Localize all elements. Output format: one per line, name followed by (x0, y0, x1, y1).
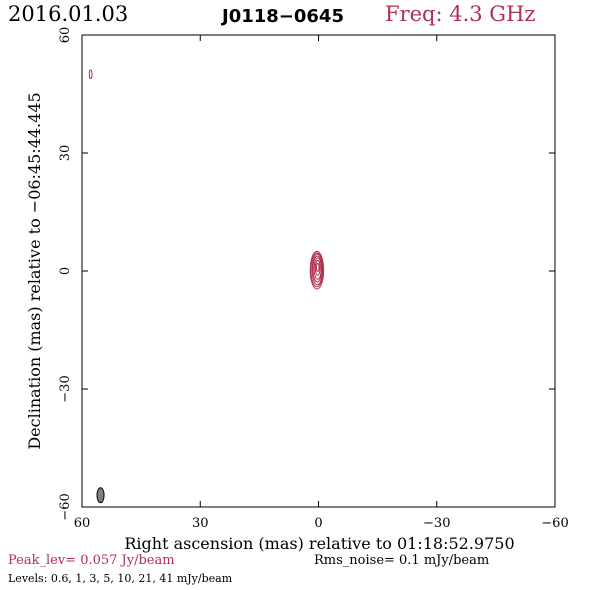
beam-layer (96, 487, 105, 504)
peak-level: Peak_lev= 0.057 Jy/beam (8, 553, 175, 568)
observation-date: 2016.01.03 (8, 2, 129, 26)
x-tick-label-1: 30 (192, 516, 209, 531)
y-tick-label-3: 30 (58, 145, 73, 162)
beam-ellipse (96, 487, 105, 504)
y-axis-title: Declination (mas) relative to −06:45:44.… (25, 92, 44, 449)
source-name: J0118−0645 (222, 6, 344, 27)
rms-noise: Rms_noise= 0.1 mJy/beam (314, 553, 490, 568)
contour-5 (314, 259, 321, 276)
x-tick-label-0: 60 (74, 516, 91, 531)
y-tick-label-4: 60 (58, 27, 73, 44)
contour-6 (315, 263, 320, 272)
contour-2 (311, 253, 323, 286)
x-tick-label-3: −30 (423, 516, 450, 531)
x-axis-title: Right ascension (mas) relative to 01:18:… (124, 534, 514, 553)
frequency-label: Freq: 4.3 GHz (385, 2, 536, 26)
contour-layer (88, 69, 325, 290)
contour-7 (88, 69, 93, 80)
y-tick-label-0: −60 (58, 493, 73, 520)
tick-layer: 60 30 0 −30 −60 −60 −30 0 30 60 (58, 27, 569, 531)
plot-frame (81, 34, 556, 508)
contour-4 (313, 257, 322, 280)
x-tick-label-4: −60 (541, 516, 568, 531)
contour-levels: Levels: 0.6, 1, 3, 5, 10, 21, 41 mJy/bea… (8, 572, 233, 585)
contour-0 (309, 250, 325, 290)
y-tick-label-1: −30 (58, 375, 73, 402)
y-tick-label-2: 0 (58, 267, 73, 275)
x-tick-label-2: 0 (314, 516, 322, 531)
